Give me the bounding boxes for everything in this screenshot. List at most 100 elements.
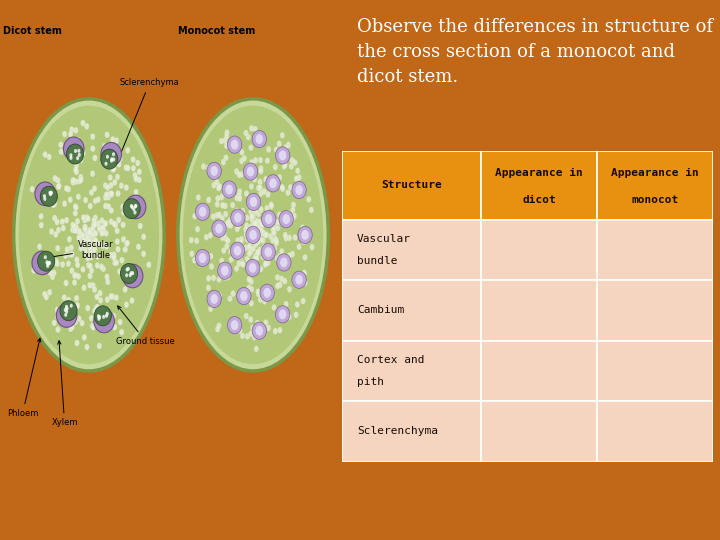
Circle shape bbox=[107, 192, 112, 198]
Circle shape bbox=[56, 184, 61, 190]
Circle shape bbox=[53, 231, 58, 238]
Circle shape bbox=[119, 183, 124, 189]
Circle shape bbox=[249, 279, 253, 285]
Circle shape bbox=[134, 204, 137, 208]
Circle shape bbox=[234, 246, 241, 256]
Circle shape bbox=[279, 216, 284, 222]
Circle shape bbox=[293, 234, 297, 241]
Circle shape bbox=[71, 177, 76, 184]
Circle shape bbox=[75, 262, 80, 268]
Circle shape bbox=[123, 246, 127, 253]
Circle shape bbox=[222, 202, 228, 209]
Circle shape bbox=[70, 303, 73, 308]
Circle shape bbox=[69, 156, 73, 160]
Circle shape bbox=[222, 191, 226, 197]
Circle shape bbox=[275, 274, 280, 281]
Circle shape bbox=[249, 159, 254, 166]
Circle shape bbox=[104, 161, 107, 166]
Circle shape bbox=[217, 293, 222, 299]
Circle shape bbox=[99, 230, 104, 237]
Circle shape bbox=[280, 132, 284, 138]
Circle shape bbox=[96, 322, 102, 328]
Circle shape bbox=[228, 222, 233, 228]
Circle shape bbox=[125, 147, 130, 153]
Circle shape bbox=[283, 152, 288, 158]
Circle shape bbox=[113, 222, 118, 228]
Circle shape bbox=[60, 261, 65, 268]
Circle shape bbox=[235, 208, 240, 214]
Circle shape bbox=[249, 216, 254, 222]
Circle shape bbox=[78, 245, 84, 251]
Circle shape bbox=[39, 222, 44, 228]
Bar bbox=[597, 341, 713, 401]
Circle shape bbox=[125, 165, 130, 171]
Circle shape bbox=[91, 225, 95, 231]
Circle shape bbox=[64, 185, 69, 192]
Circle shape bbox=[88, 227, 93, 234]
Circle shape bbox=[292, 213, 297, 219]
Circle shape bbox=[253, 220, 258, 227]
Circle shape bbox=[258, 221, 264, 228]
Circle shape bbox=[76, 137, 81, 143]
Circle shape bbox=[104, 132, 109, 138]
Circle shape bbox=[96, 197, 101, 203]
Circle shape bbox=[95, 253, 100, 260]
Circle shape bbox=[55, 261, 60, 267]
Circle shape bbox=[210, 294, 218, 304]
Circle shape bbox=[92, 308, 97, 314]
Circle shape bbox=[291, 201, 296, 208]
Circle shape bbox=[257, 247, 262, 253]
Circle shape bbox=[258, 225, 264, 231]
Circle shape bbox=[310, 244, 315, 251]
Circle shape bbox=[96, 241, 100, 247]
Circle shape bbox=[275, 225, 280, 231]
Text: Appearance in: Appearance in bbox=[495, 168, 583, 178]
Circle shape bbox=[41, 264, 45, 270]
Circle shape bbox=[120, 329, 124, 335]
Ellipse shape bbox=[125, 195, 146, 219]
Circle shape bbox=[226, 265, 231, 272]
Circle shape bbox=[109, 219, 114, 225]
Circle shape bbox=[117, 161, 122, 167]
Circle shape bbox=[248, 249, 253, 255]
Circle shape bbox=[141, 234, 146, 240]
Text: Sclerenchyma: Sclerenchyma bbox=[117, 78, 179, 162]
Circle shape bbox=[93, 198, 98, 204]
Circle shape bbox=[251, 246, 256, 252]
Circle shape bbox=[215, 201, 220, 207]
Circle shape bbox=[73, 319, 78, 325]
Circle shape bbox=[224, 133, 229, 140]
Circle shape bbox=[251, 224, 256, 231]
Circle shape bbox=[192, 213, 197, 219]
Circle shape bbox=[62, 294, 66, 301]
Circle shape bbox=[64, 308, 67, 312]
Ellipse shape bbox=[101, 149, 118, 169]
Circle shape bbox=[110, 136, 115, 143]
Circle shape bbox=[222, 231, 227, 237]
Circle shape bbox=[89, 254, 94, 260]
Circle shape bbox=[264, 260, 269, 267]
Circle shape bbox=[88, 273, 92, 279]
Ellipse shape bbox=[246, 259, 260, 276]
Circle shape bbox=[261, 244, 266, 251]
Circle shape bbox=[251, 232, 256, 238]
Ellipse shape bbox=[122, 264, 143, 288]
Circle shape bbox=[284, 301, 289, 307]
Circle shape bbox=[233, 213, 238, 219]
Circle shape bbox=[124, 184, 129, 191]
Circle shape bbox=[137, 168, 142, 175]
Circle shape bbox=[78, 153, 81, 157]
Ellipse shape bbox=[276, 254, 291, 271]
Circle shape bbox=[75, 218, 80, 225]
Circle shape bbox=[279, 309, 287, 319]
Bar bbox=[481, 280, 597, 341]
Circle shape bbox=[277, 212, 282, 218]
Bar bbox=[342, 401, 481, 462]
Bar bbox=[342, 341, 481, 401]
Circle shape bbox=[252, 232, 256, 238]
Circle shape bbox=[48, 289, 52, 295]
Circle shape bbox=[206, 197, 211, 203]
Circle shape bbox=[95, 262, 99, 268]
Circle shape bbox=[83, 226, 87, 232]
Circle shape bbox=[275, 255, 279, 261]
